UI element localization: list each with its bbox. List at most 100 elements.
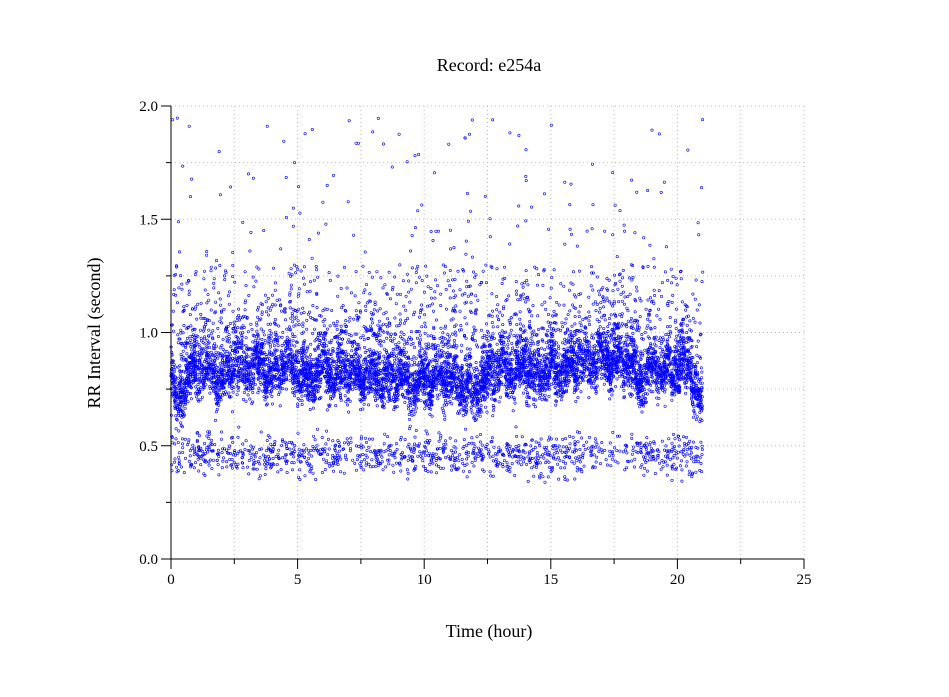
data-point [376, 323, 380, 327]
data-point [559, 328, 563, 332]
data-point [266, 296, 270, 300]
data-point [194, 270, 198, 274]
data-point [310, 358, 314, 362]
data-point [456, 455, 460, 459]
data-point [404, 319, 408, 323]
data-point [259, 349, 263, 353]
data-point [194, 305, 198, 309]
data-point [407, 454, 411, 458]
data-point [671, 432, 675, 436]
data-point [359, 336, 363, 340]
data-point [354, 444, 358, 448]
data-point [397, 323, 401, 327]
data-point [246, 330, 250, 334]
data-point [201, 340, 205, 344]
data-point [608, 300, 612, 304]
data-point [289, 316, 293, 320]
data-point [502, 265, 506, 269]
data-point [683, 444, 687, 448]
data-point [654, 458, 658, 462]
data-point [313, 438, 317, 442]
data-point [649, 446, 653, 450]
data-point [695, 415, 699, 419]
data-point [524, 148, 528, 152]
data-point [646, 264, 650, 268]
data-point [592, 336, 596, 340]
data-point [414, 406, 418, 410]
data-point [265, 124, 269, 128]
data-point [330, 357, 334, 361]
data-point [636, 443, 640, 447]
data-point [202, 277, 206, 281]
data-point [431, 239, 435, 243]
data-point [599, 288, 603, 292]
data-point [420, 389, 424, 393]
data-point [190, 177, 194, 181]
data-point [368, 292, 372, 296]
data-point [498, 310, 502, 314]
data-point [538, 476, 542, 480]
data-point [257, 477, 261, 481]
data-point [598, 306, 602, 310]
data-point [572, 461, 576, 465]
data-point [237, 313, 241, 317]
data-point [680, 300, 684, 304]
data-point [265, 439, 269, 443]
data-point [491, 414, 495, 418]
data-point [524, 300, 528, 304]
data-point [613, 203, 617, 207]
data-point [287, 365, 291, 369]
data-point [574, 456, 578, 460]
data-point [598, 293, 602, 297]
data-point [358, 310, 362, 314]
data-point [564, 317, 568, 321]
data-point [434, 353, 438, 357]
data-point [670, 300, 674, 304]
data-point [589, 265, 593, 269]
data-point [362, 458, 366, 462]
data-point [518, 381, 522, 385]
data-point [525, 462, 529, 466]
data-point [547, 465, 551, 469]
data-point [392, 470, 396, 474]
data-point [618, 313, 622, 317]
data-point [402, 332, 406, 336]
data-point [490, 349, 494, 353]
data-point [463, 292, 467, 296]
data-point [442, 403, 446, 407]
data-point [263, 398, 267, 402]
data-point [479, 404, 483, 408]
data-point [465, 279, 469, 283]
data-point [606, 340, 610, 344]
data-point [470, 118, 474, 122]
data-point [572, 293, 576, 297]
data-point [324, 354, 328, 358]
data-point [581, 330, 585, 334]
data-point [255, 451, 259, 455]
data-point [273, 303, 277, 307]
data-point [243, 383, 247, 387]
data-point [413, 226, 417, 230]
data-point [346, 363, 350, 367]
data-point [505, 468, 509, 472]
data-point [563, 342, 567, 346]
data-point [701, 270, 705, 274]
data-point [387, 453, 391, 457]
data-point [538, 444, 542, 448]
data-point [576, 366, 580, 370]
data-point [601, 286, 605, 290]
data-point [665, 473, 669, 477]
data-point [398, 318, 402, 322]
data-point [622, 388, 626, 392]
data-point [598, 462, 602, 466]
data-point [454, 446, 458, 450]
data-point [552, 309, 556, 313]
data-point [465, 192, 469, 196]
data-point [314, 477, 318, 481]
data-point [638, 354, 642, 358]
data-point [237, 425, 241, 429]
data-point [686, 148, 690, 152]
data-point [177, 459, 181, 463]
data-point [416, 209, 420, 213]
data-point [182, 305, 186, 309]
